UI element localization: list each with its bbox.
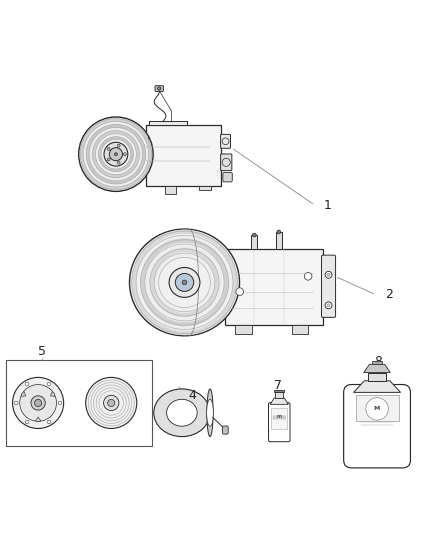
Bar xyxy=(145,137,148,147)
Circle shape xyxy=(47,382,51,386)
Text: 4: 4 xyxy=(189,389,197,402)
Circle shape xyxy=(25,382,29,386)
Bar xyxy=(271,408,287,429)
Circle shape xyxy=(325,271,332,278)
Circle shape xyxy=(117,161,120,164)
Wedge shape xyxy=(35,417,41,422)
Circle shape xyxy=(58,401,62,405)
Circle shape xyxy=(327,304,330,307)
Text: M: M xyxy=(374,406,380,411)
FancyBboxPatch shape xyxy=(221,154,232,171)
FancyBboxPatch shape xyxy=(321,255,336,317)
Text: 7: 7 xyxy=(274,379,282,392)
Circle shape xyxy=(325,302,332,309)
Circle shape xyxy=(124,153,126,156)
FancyBboxPatch shape xyxy=(223,173,232,182)
FancyBboxPatch shape xyxy=(344,384,410,468)
Bar xyxy=(292,325,308,334)
Circle shape xyxy=(47,420,51,424)
Circle shape xyxy=(35,399,42,407)
Ellipse shape xyxy=(175,273,194,292)
Circle shape xyxy=(182,280,187,285)
Polygon shape xyxy=(364,365,390,373)
Ellipse shape xyxy=(166,399,197,426)
Polygon shape xyxy=(270,398,288,405)
Ellipse shape xyxy=(169,268,200,297)
Circle shape xyxy=(14,401,18,405)
Bar xyxy=(165,186,176,194)
Bar xyxy=(6,360,152,446)
Bar xyxy=(149,121,187,125)
Bar xyxy=(146,125,222,186)
Bar xyxy=(251,235,258,249)
FancyBboxPatch shape xyxy=(268,402,290,442)
Bar xyxy=(276,392,283,398)
Bar xyxy=(235,325,251,334)
Circle shape xyxy=(117,144,120,147)
Circle shape xyxy=(158,87,161,90)
Circle shape xyxy=(20,384,57,421)
Text: m: m xyxy=(277,414,282,419)
Circle shape xyxy=(25,420,29,424)
Circle shape xyxy=(107,148,110,150)
Circle shape xyxy=(31,396,45,410)
FancyBboxPatch shape xyxy=(221,134,230,148)
Text: 5: 5 xyxy=(38,345,46,358)
Polygon shape xyxy=(353,381,401,392)
Circle shape xyxy=(327,273,330,276)
Bar xyxy=(276,232,282,249)
Circle shape xyxy=(114,153,117,156)
Circle shape xyxy=(277,230,281,234)
Circle shape xyxy=(110,148,123,161)
Circle shape xyxy=(108,399,115,407)
Bar xyxy=(225,249,323,325)
Circle shape xyxy=(107,158,110,161)
Bar xyxy=(274,390,284,392)
Circle shape xyxy=(103,395,119,410)
Circle shape xyxy=(104,142,128,166)
Text: 8: 8 xyxy=(374,355,382,368)
Circle shape xyxy=(236,288,244,295)
Circle shape xyxy=(304,272,312,280)
Bar xyxy=(356,395,399,421)
Ellipse shape xyxy=(130,229,240,336)
Circle shape xyxy=(366,398,389,420)
Bar xyxy=(368,373,386,381)
Circle shape xyxy=(86,377,137,429)
FancyBboxPatch shape xyxy=(155,86,163,92)
Bar xyxy=(372,361,382,365)
Wedge shape xyxy=(50,392,55,397)
Text: 1: 1 xyxy=(324,199,332,212)
Circle shape xyxy=(252,233,256,237)
Ellipse shape xyxy=(207,399,213,426)
Text: 2: 2 xyxy=(385,288,393,301)
FancyBboxPatch shape xyxy=(223,426,228,434)
Bar xyxy=(199,186,211,190)
Ellipse shape xyxy=(154,389,210,437)
Circle shape xyxy=(79,117,153,191)
Circle shape xyxy=(13,377,64,429)
Wedge shape xyxy=(21,392,26,397)
Ellipse shape xyxy=(207,389,213,437)
